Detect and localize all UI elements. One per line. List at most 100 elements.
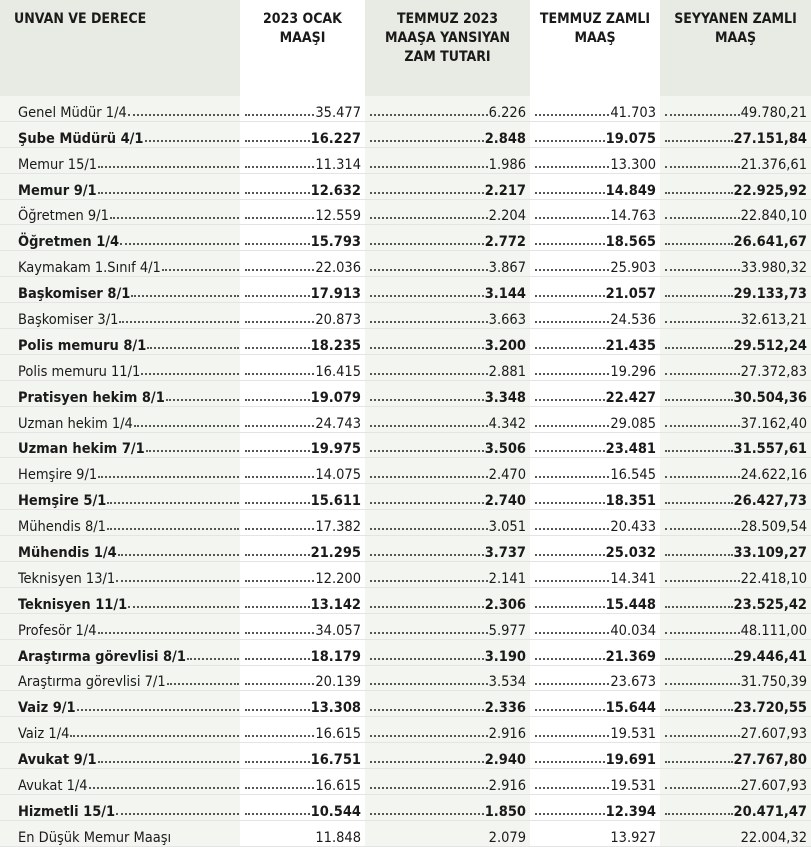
dot-leader bbox=[665, 139, 733, 142]
table-row: Öğretmen 1/4 15.793 2.772 18.565 26.641,67 bbox=[0, 224, 811, 252]
dot-leader bbox=[172, 839, 239, 841]
dot-leader bbox=[665, 165, 740, 168]
value-cell: 15.448 bbox=[530, 587, 660, 614]
cell-content: 23.673 bbox=[530, 666, 660, 690]
cell-content: Mühendis 8/1 bbox=[0, 510, 240, 535]
table-row: En Düşük Memur Maaşı 11.848 2.079 13.927 22.… bbox=[0, 820, 811, 847]
cell-content: 24.622,16 bbox=[660, 458, 811, 483]
dot-leader bbox=[245, 812, 310, 815]
value-cell: 18.565 bbox=[530, 224, 660, 252]
value-cell: 18.179 bbox=[240, 639, 365, 666]
cell-text: 19.079 bbox=[310, 389, 361, 406]
cell-text: 3.348 bbox=[484, 389, 526, 406]
value-cell: 15.793 bbox=[240, 224, 365, 252]
cell-text: 32.613,21 bbox=[740, 312, 807, 329]
dot-leader bbox=[98, 476, 239, 479]
table-row: Teknisyen 11/1 13.142 2.306 15.448 23.525,42 bbox=[0, 587, 811, 614]
cell-content: 2.204 bbox=[365, 200, 530, 224]
dot-leader bbox=[245, 761, 310, 764]
cell-text: 15.611 bbox=[310, 493, 361, 510]
value-cell: 26.641,67 bbox=[660, 224, 811, 252]
dot-leader bbox=[535, 450, 605, 453]
cell-text: 3.051 bbox=[488, 519, 526, 536]
value-cell: 34.057 bbox=[240, 613, 365, 640]
dot-leader bbox=[665, 631, 740, 634]
dot-leader bbox=[245, 295, 310, 298]
cell-content: 20.139 bbox=[240, 666, 365, 690]
cell-content: Vaiz 9/1 bbox=[0, 691, 240, 716]
cell-content: 27.607,93 bbox=[660, 717, 811, 742]
value-cell: 26.427,73 bbox=[660, 483, 811, 511]
dot-leader bbox=[535, 631, 610, 634]
cell-content: 22.004,32 bbox=[660, 821, 811, 846]
value-cell: 27.151,84 bbox=[660, 121, 811, 148]
cell-content: 22.418,10 bbox=[660, 562, 811, 587]
value-cell: 19.975 bbox=[240, 432, 365, 459]
cell-text: Avukat 9/1 bbox=[18, 752, 97, 769]
cell-content: 17.382 bbox=[240, 510, 365, 535]
value-cell: 1.986 bbox=[365, 147, 530, 174]
title-cell: Öğretmen 1/4 bbox=[0, 224, 240, 252]
dot-leader bbox=[245, 269, 315, 272]
cell-text: 24.622,16 bbox=[740, 467, 807, 484]
cell-content: 1.986 bbox=[365, 148, 530, 173]
dot-leader bbox=[128, 605, 239, 608]
cell-content: 11.314 bbox=[240, 148, 365, 173]
value-cell: 22.418,10 bbox=[660, 561, 811, 588]
value-cell: 14.075 bbox=[240, 457, 365, 485]
cell-content: 25.903 bbox=[530, 251, 660, 276]
dot-leader bbox=[245, 113, 315, 116]
cell-content: Hemşire 5/1 bbox=[0, 484, 240, 509]
value-cell: 20.471,47 bbox=[660, 794, 811, 821]
cell-text: Avukat 1/4 bbox=[18, 778, 88, 795]
cell-text: Polis memuru 11/1 bbox=[18, 363, 141, 380]
cell-content: 27.607,93 bbox=[660, 769, 811, 794]
value-cell: 3.534 bbox=[365, 665, 530, 692]
cell-content: 21.057 bbox=[530, 277, 660, 302]
value-cell: 22.004,32 bbox=[660, 820, 811, 847]
dot-leader bbox=[107, 502, 239, 505]
cell-content: 3.867 bbox=[365, 251, 530, 276]
dot-leader bbox=[665, 295, 733, 298]
cell-content: 13.142 bbox=[240, 588, 365, 613]
cell-text: 5.977 bbox=[488, 622, 526, 639]
dot-leader bbox=[245, 243, 310, 246]
table-row: Mühendis 8/1 17.382 3.051 20.433 28.509,54 bbox=[0, 509, 811, 537]
cell-content: 20.873 bbox=[240, 303, 365, 328]
cell-text: 26.427,73 bbox=[733, 493, 807, 510]
table-row: Vaiz 9/1 13.308 2.336 15.644 23.720,55 bbox=[0, 690, 811, 718]
cell-content: 3.663 bbox=[365, 303, 530, 328]
cell-content: 23.720,55 bbox=[660, 691, 811, 716]
table-row: Memur 15/1 11.314 1.986 13.300 21.376,61 bbox=[0, 147, 811, 174]
value-cell: 22.427 bbox=[530, 380, 660, 407]
cell-text: 33.980,32 bbox=[740, 260, 807, 277]
dot-leader bbox=[370, 554, 484, 557]
cell-content: Hemşire 9/1 bbox=[0, 458, 240, 483]
dot-leader bbox=[245, 321, 315, 324]
cell-content: Mühendis 1/4 bbox=[0, 536, 240, 561]
cell-content: Vaiz 1/4 bbox=[0, 717, 240, 742]
dot-leader bbox=[245, 709, 310, 712]
dot-leader bbox=[117, 554, 239, 557]
cell-text: 18.351 bbox=[605, 493, 656, 510]
value-cell: 14.341 bbox=[530, 561, 660, 588]
title-cell: Uzman hekim 7/1 bbox=[0, 432, 240, 459]
dot-leader bbox=[245, 139, 310, 142]
cell-text: 27.607,93 bbox=[740, 778, 807, 795]
dot-leader bbox=[370, 191, 484, 194]
cell-text: Teknisyen 11/1 bbox=[18, 596, 128, 613]
dot-leader bbox=[147, 346, 239, 349]
cell-text: 1.986 bbox=[488, 156, 526, 173]
title-cell: Vaiz 1/4 bbox=[0, 716, 240, 744]
dot-leader bbox=[665, 269, 740, 272]
cell-content: 3.506 bbox=[365, 433, 530, 457]
cell-content: 19.531 bbox=[530, 769, 660, 794]
value-cell: 20.433 bbox=[530, 509, 660, 537]
dot-leader bbox=[370, 839, 488, 841]
value-cell: 22.036 bbox=[240, 250, 365, 278]
value-cell: 21.369 bbox=[530, 639, 660, 666]
cell-text: 15.448 bbox=[605, 596, 656, 613]
cell-text: 29.133,73 bbox=[733, 286, 807, 303]
cell-content: 31.557,61 bbox=[660, 433, 811, 457]
dot-leader bbox=[665, 761, 733, 764]
